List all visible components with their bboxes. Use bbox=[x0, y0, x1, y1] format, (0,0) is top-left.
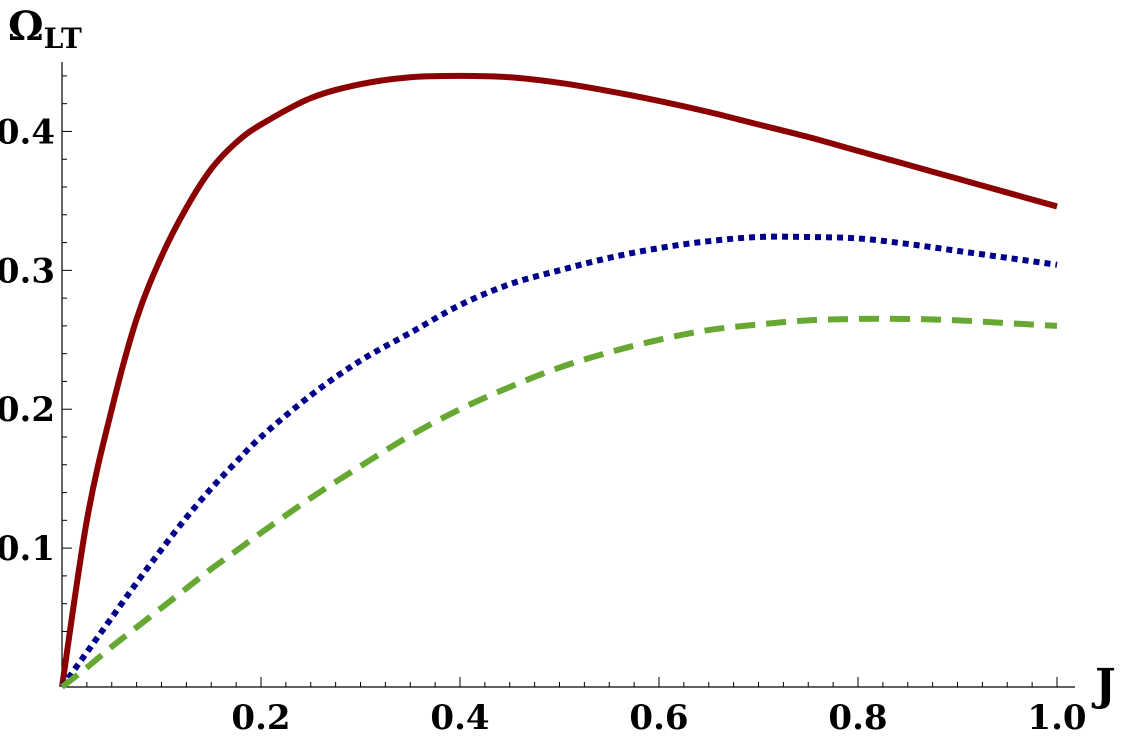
y-axis-label-sub: LT bbox=[44, 22, 82, 55]
axes bbox=[61, 62, 1075, 688]
y-tick-label: 0.1 bbox=[0, 529, 55, 569]
series-line-solid bbox=[59, 72, 1058, 688]
tick-labels: 0.2 0.4 0.6 0.8 1.0 0.1 0.2 0.3 0.4 bbox=[0, 112, 1087, 738]
y-tick-label: 0.4 bbox=[0, 112, 55, 152]
series-line-dotted bbox=[59, 233, 1058, 689]
series-group bbox=[59, 72, 1058, 690]
y-tick-label: 0.3 bbox=[0, 251, 55, 291]
minor-ticks bbox=[62, 75, 1033, 687]
x-axis-label: J bbox=[1091, 660, 1116, 711]
x-tick-label: 0.8 bbox=[828, 698, 887, 738]
y-tick-label: 0.2 bbox=[0, 390, 55, 430]
x-tick-label: 0.4 bbox=[430, 698, 489, 738]
major-ticks bbox=[62, 130, 1058, 687]
x-tick-label: 1.0 bbox=[1027, 698, 1086, 738]
y-axis-label: ΩLT bbox=[8, 3, 82, 55]
y-axis-label-main: Ω bbox=[8, 3, 44, 50]
x-tick-label: 0.6 bbox=[629, 698, 688, 738]
series-line-dashed bbox=[60, 315, 1058, 690]
x-tick-label: 0.2 bbox=[231, 698, 290, 738]
